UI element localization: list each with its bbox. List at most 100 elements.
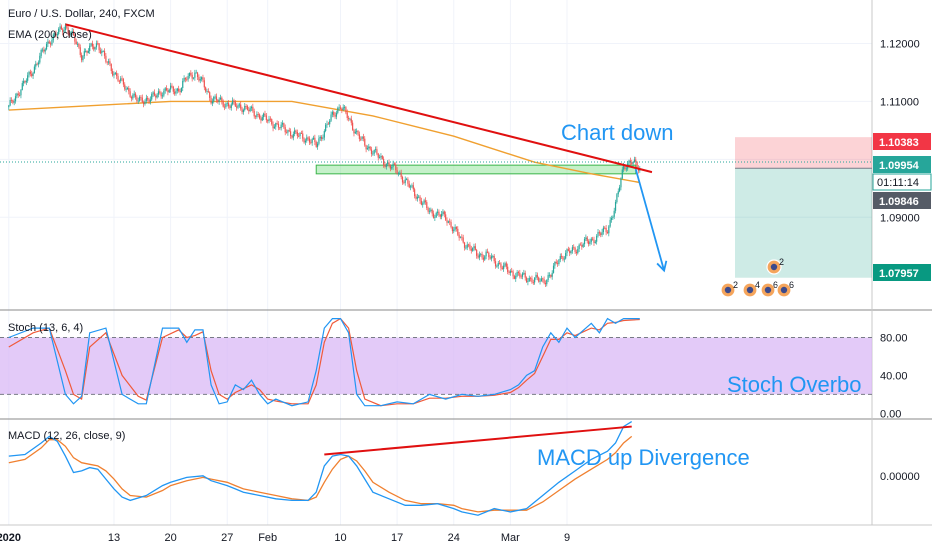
candle-body: [408, 183, 410, 188]
candle-body: [23, 81, 25, 84]
candle-body: [431, 209, 433, 214]
candle-body: [631, 162, 633, 164]
candle-body: [521, 273, 524, 277]
price-label-stop[interactable]: 1.10383: [873, 133, 931, 150]
candle-body: [610, 218, 613, 220]
candle-body: [330, 114, 332, 121]
price-label-current[interactable]: 1.09954: [873, 156, 931, 173]
candle-body: [590, 238, 592, 242]
candle-body: [114, 72, 116, 75]
candle-body: [20, 89, 22, 96]
candle-body: [368, 146, 370, 149]
candle-body: [295, 130, 297, 133]
candle-body: [125, 89, 127, 90]
candle-body: [245, 106, 247, 107]
candle-body: [51, 40, 53, 45]
price-label-entry[interactable]: 1.09846: [873, 192, 931, 209]
price-label-target[interactable]: 1.07957: [873, 264, 931, 281]
candle-body: [414, 189, 416, 196]
candle-body: [528, 277, 530, 282]
candle-body: [613, 210, 615, 217]
ema-legend[interactable]: EMA (200, close): [8, 29, 92, 41]
stoch-overbought-annotation[interactable]: Stoch Overbo: [727, 372, 862, 397]
candle-body: [113, 74, 115, 76]
candle-body: [571, 247, 573, 252]
downtrend-line[interactable]: [65, 23, 653, 174]
candle-body: [401, 177, 404, 183]
candle-body: [377, 153, 379, 158]
candle-body: [472, 248, 474, 251]
candle-body: [539, 281, 541, 282]
candle-body: [400, 172, 402, 177]
macd-pane: [8, 421, 633, 516]
ema-path: [8, 100, 640, 184]
candle-body: [577, 249, 579, 254]
macd-legend[interactable]: MACD (12, 26, close, 9): [8, 430, 125, 442]
candle-body: [381, 155, 383, 159]
candle-body: [149, 99, 151, 102]
candle-body: [527, 281, 529, 283]
candle-body: [593, 239, 595, 243]
economic-event-badges[interactable]: 2 2 4 6 6: [720, 257, 794, 298]
candle-body: [207, 91, 209, 93]
candle-body: [625, 168, 627, 170]
candle-body: [229, 106, 231, 108]
candle-body: [74, 35, 76, 42]
candle-body: [163, 90, 165, 96]
projection-arrow[interactable]: [634, 168, 668, 273]
candle-body: [450, 222, 452, 228]
candle-body: [117, 76, 119, 81]
candle-body: [218, 99, 220, 102]
candle-body: [517, 272, 520, 273]
candle-body: [470, 248, 472, 251]
candle-body: [498, 263, 501, 264]
candle-body: [307, 137, 309, 139]
candle-body: [237, 105, 239, 108]
candle-body: [10, 100, 13, 101]
candle-body: [98, 43, 100, 51]
candle-body: [325, 124, 327, 131]
candle-body: [232, 100, 234, 105]
candle-body: [428, 210, 431, 212]
stoch-legend[interactable]: Stoch (13, 6, 4): [8, 322, 83, 334]
candle-body: [326, 123, 328, 125]
candle-body: [338, 107, 340, 109]
long-short-position-tool[interactable]: [735, 137, 872, 278]
candle-body: [449, 221, 451, 223]
countdown-label[interactable]: 01:11:14: [872, 173, 932, 191]
candle-body: [70, 32, 72, 36]
candle-body: [617, 191, 619, 195]
candle-body: [206, 91, 208, 92]
time-axis[interactable]: 2020 13 20 27 Feb 10 17 24 Mar 9: [0, 532, 570, 544]
macd-divergence-annotation[interactable]: MACD up Divergence: [537, 445, 750, 470]
candle-body: [454, 226, 456, 230]
candle-body: [432, 213, 435, 218]
candle-body: [434, 217, 436, 218]
price-axis[interactable]: 1.120001.110001.100001.0900080.0040.000.…: [880, 38, 920, 482]
candle-body: [253, 110, 255, 117]
candle-body: [35, 63, 37, 67]
candle-body: [304, 140, 307, 143]
candle-body: [551, 272, 553, 277]
candle-body: [342, 107, 344, 110]
candle-body: [182, 81, 184, 88]
candle-body: [272, 124, 274, 129]
candle-body: [511, 271, 513, 272]
candle-body: [513, 276, 516, 279]
candle-body: [520, 276, 522, 278]
candle-body: [485, 251, 487, 257]
candle-body: [608, 226, 610, 234]
stoch-tick-label: 40.00: [880, 370, 908, 382]
candle-body: [405, 179, 408, 180]
candle-body: [37, 62, 40, 65]
candle-body: [531, 278, 533, 283]
candle-body: [180, 88, 182, 93]
candle-body: [205, 87, 207, 92]
chart-down-annotation[interactable]: Chart down: [561, 120, 674, 145]
candle-body: [543, 279, 545, 283]
candle-body: [469, 244, 471, 249]
symbol-title[interactable]: Euro / U.S. Dollar, 240, FXCM: [8, 8, 155, 20]
candle-body: [315, 142, 317, 147]
candle-body: [482, 257, 485, 260]
